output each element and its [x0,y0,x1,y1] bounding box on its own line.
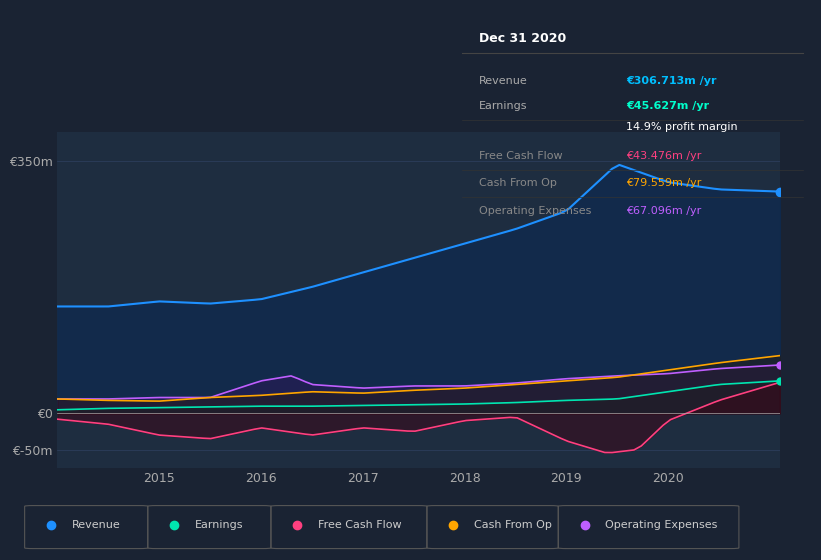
Text: 14.9% profit margin: 14.9% profit margin [626,122,737,132]
Text: Operating Expenses: Operating Expenses [479,206,592,216]
Text: €43.476m /yr: €43.476m /yr [626,151,701,161]
Text: Cash From Op: Cash From Op [479,179,557,189]
Text: Cash From Op: Cash From Op [474,520,552,530]
Text: Revenue: Revenue [71,520,120,530]
Text: Earnings: Earnings [479,101,528,111]
Text: Dec 31 2020: Dec 31 2020 [479,31,566,44]
Text: Earnings: Earnings [195,520,243,530]
Text: Free Cash Flow: Free Cash Flow [318,520,401,530]
Text: Operating Expenses: Operating Expenses [605,520,718,530]
Text: €306.713m /yr: €306.713m /yr [626,76,716,86]
Text: Free Cash Flow: Free Cash Flow [479,151,563,161]
Text: Revenue: Revenue [479,76,528,86]
Text: €67.096m /yr: €67.096m /yr [626,206,701,216]
Text: €45.627m /yr: €45.627m /yr [626,101,709,111]
Text: €79.559m /yr: €79.559m /yr [626,179,701,189]
